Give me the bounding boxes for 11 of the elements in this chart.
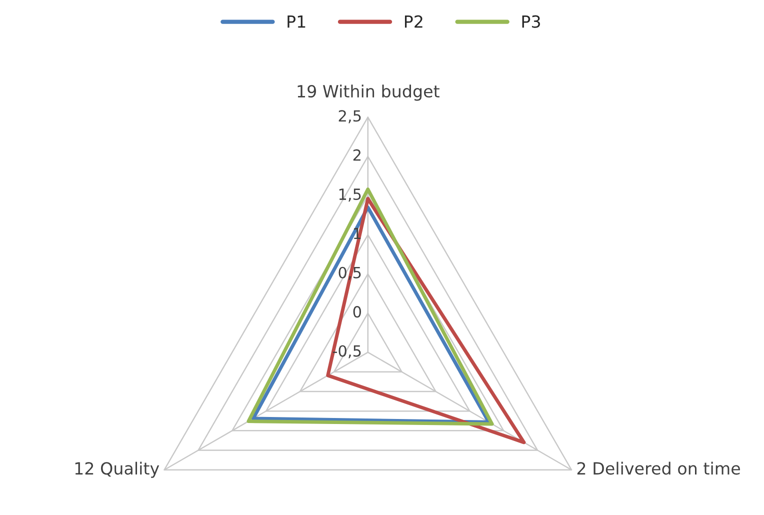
spoke-label: 12 Quality	[75, 462, 160, 478]
y-tick-label: 1,5	[339, 188, 361, 202]
legend-label: P3	[522, 15, 540, 28]
y-tick-label: 0	[353, 306, 362, 318]
y-tick-label: 2	[353, 149, 360, 161]
y-tick-label: 2,5	[338, 110, 361, 124]
y-tick-label: 1	[354, 228, 361, 239]
legend-label: P2	[404, 15, 422, 28]
spoke-label: 2 Delivered on time	[577, 462, 740, 475]
spoke-label: 19 Within budget	[298, 84, 440, 101]
legend-label: P1	[288, 16, 306, 28]
